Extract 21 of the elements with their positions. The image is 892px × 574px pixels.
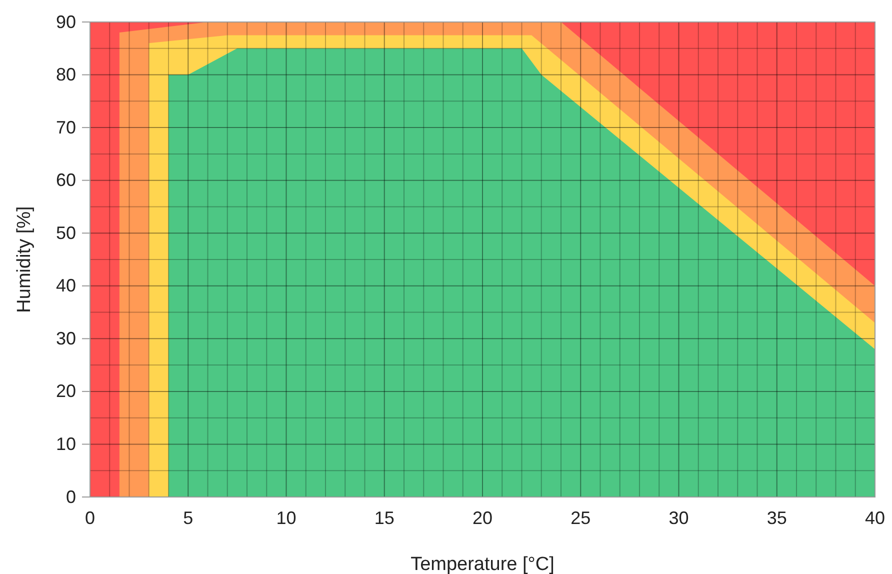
x-axis-title: Temperature [°C] bbox=[410, 554, 554, 574]
y-tick-label: 90 bbox=[56, 12, 76, 32]
y-tick-label: 0 bbox=[66, 486, 76, 507]
y-tick-label: 30 bbox=[56, 328, 76, 348]
y-tick-label: 10 bbox=[56, 434, 76, 454]
y-tick-label: 50 bbox=[56, 222, 76, 243]
y-tick-label: 70 bbox=[56, 117, 76, 138]
x-tick-label: 35 bbox=[766, 508, 787, 528]
x-tick-label: 15 bbox=[374, 508, 394, 528]
x-tick-label: 5 bbox=[183, 508, 194, 528]
x-tick-label: 30 bbox=[668, 508, 689, 528]
y-tick-label: 40 bbox=[56, 276, 76, 296]
x-tick-label: 0 bbox=[84, 508, 96, 528]
x-tick-label: 25 bbox=[570, 508, 591, 528]
x-tick-label: 20 bbox=[472, 508, 493, 528]
y-axis-title: Humidity [%] bbox=[14, 206, 35, 313]
y-tick-label: 20 bbox=[56, 381, 76, 402]
y-tick-label: 80 bbox=[56, 64, 76, 85]
y-tick-label: 60 bbox=[56, 170, 76, 190]
x-tick-label: 40 bbox=[864, 508, 886, 528]
x-tick-label: 10 bbox=[276, 508, 296, 528]
